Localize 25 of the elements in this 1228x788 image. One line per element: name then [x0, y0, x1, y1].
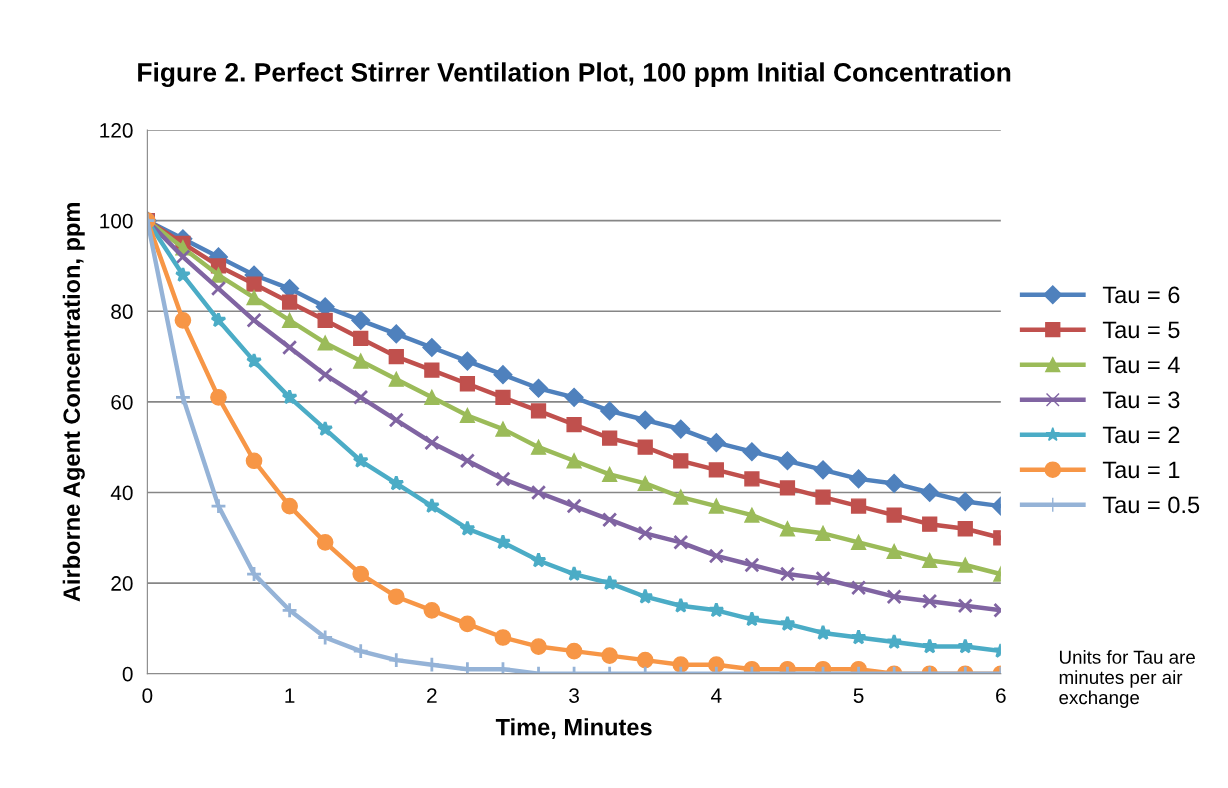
legend-label: Tau = 1 — [1102, 461, 1180, 479]
x-tick-label: 6 — [996, 688, 1006, 703]
y-axis-title: Airborne Agent Concentration, ppm — [62, 203, 85, 602]
x-tick-label: 3 — [569, 688, 579, 703]
y-tick-label: 40 — [110, 485, 133, 501]
y-tick-label: 100 — [100, 213, 133, 229]
x-tick-label: 5 — [853, 688, 864, 703]
legend-label: Tau = 5 — [1102, 321, 1180, 339]
y-tick-label: 80 — [111, 304, 133, 320]
text: Units for Tau are minutes per air exchange — [1059, 650, 1195, 708]
legend-label: Tau = 6 — [1102, 286, 1180, 304]
legend-label: Tau = 4 — [1102, 356, 1180, 374]
y-tick-label: 20 — [111, 576, 133, 591]
chart-title: Figure 2. Perfect Stirrer Ventilation Plot, 100 ppm Initial Concentration — [138, 62, 1011, 87]
y-tick-label: 0 — [122, 666, 133, 682]
x-tick-label: 4 — [711, 688, 722, 703]
x-tick-label: 0 — [142, 688, 153, 703]
legend-label: Tau = 0.5 — [1102, 496, 1200, 514]
x-tick-label: 2 — [427, 688, 437, 703]
legend-label: Tau = 3 — [1102, 391, 1180, 409]
y-tick-label: 120 — [100, 123, 133, 138]
y-tick-label: 60 — [111, 394, 133, 410]
x-axis-title: Time, Minutes — [495, 718, 652, 739]
x-tick-label: 1 — [285, 688, 295, 703]
legend-label: Tau = 2 — [1102, 426, 1180, 444]
